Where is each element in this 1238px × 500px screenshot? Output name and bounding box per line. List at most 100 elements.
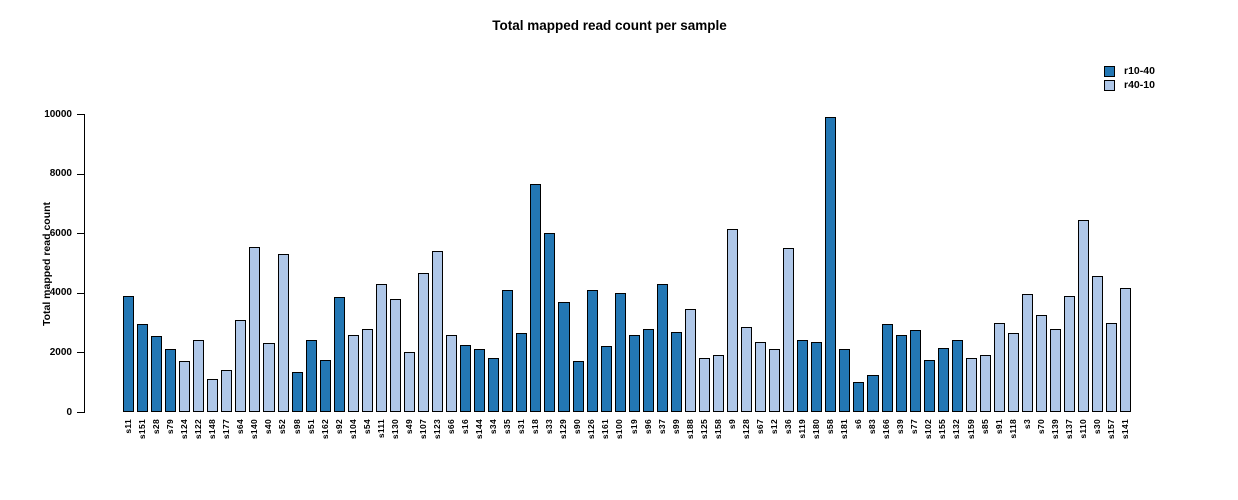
x-tick-label-s67: s67	[754, 419, 765, 435]
x-tick-label-s118: s118	[1007, 419, 1018, 439]
bar-s85	[979, 355, 991, 412]
bar-s132	[951, 340, 963, 412]
y-tick-label: 4000	[49, 287, 72, 299]
bar-s141	[1120, 288, 1132, 412]
x-tick-label-s126: s126	[586, 419, 597, 440]
x-tick-label-s129: s129	[558, 419, 569, 440]
bar-s159	[965, 358, 977, 412]
bar-s104	[347, 335, 359, 412]
bar-s96	[642, 329, 654, 412]
bar-s155	[937, 348, 949, 412]
x-tick-label-s34: s34	[488, 419, 499, 435]
x-tick-label-s36: s36	[782, 419, 793, 435]
x-tick-label-s141: s141	[1119, 419, 1130, 440]
bar-s12	[769, 349, 781, 412]
x-tick-label-s181: s181	[839, 419, 850, 440]
bar-s66	[446, 335, 458, 412]
x-tick-label-s79: s79	[165, 419, 176, 435]
bar-s92	[333, 297, 345, 412]
x-tick-label-s102: s102	[923, 419, 934, 440]
x-tick-label-s162: s162	[319, 419, 330, 440]
y-tick-mark	[77, 114, 84, 115]
x-tick-label-s9: s9	[726, 419, 737, 430]
x-tick-label-s19: s19	[628, 419, 639, 435]
bar-s18	[530, 184, 542, 412]
x-tick-label-s130: s130	[389, 419, 400, 440]
bar-s19	[628, 335, 640, 412]
x-tick-label-s125: s125	[698, 419, 709, 440]
bar-s158	[712, 355, 725, 412]
bar-s51	[305, 340, 317, 412]
bar-s36	[783, 248, 795, 412]
bar-s100	[614, 293, 626, 412]
x-tick-label-s180: s180	[811, 419, 822, 440]
x-tick-label-s92: s92	[333, 419, 344, 435]
x-tick-label-s64: s64	[235, 419, 246, 435]
bar-s6	[853, 382, 865, 412]
x-tick-label-s11: s11	[123, 419, 134, 434]
x-tick-label-s52: s52	[277, 419, 288, 435]
bar-s157	[1106, 323, 1118, 412]
x-tick-label-s140: s140	[249, 419, 260, 440]
x-tick-label-s28: s28	[151, 419, 162, 435]
y-tick-mark	[77, 352, 84, 354]
x-tick-label-s123: s123	[431, 419, 442, 440]
bar-s91	[993, 323, 1005, 412]
x-tick-label-s58: s58	[825, 419, 836, 435]
bar-s123	[432, 251, 444, 412]
y-tick-label: 8000	[49, 168, 72, 180]
x-tick-label-s157: s157	[1105, 419, 1116, 440]
bar-s177	[221, 370, 233, 412]
bar-s107	[417, 273, 430, 412]
x-tick-label-s177: s177	[221, 419, 232, 440]
bar-s98	[291, 372, 303, 412]
x-tick-label-s144: s144	[474, 419, 485, 440]
x-tick-label-s66: s66	[445, 419, 456, 435]
x-tick-label-s70: s70	[1035, 419, 1046, 435]
y-tick-label: 0	[66, 406, 72, 418]
legend-row: r10-40	[1104, 64, 1155, 78]
bar-s181	[839, 349, 851, 412]
legend-swatch-icon	[1104, 65, 1115, 77]
bar-s90	[572, 361, 584, 412]
x-tick-label-s85: s85	[979, 419, 990, 435]
bar-s39	[895, 335, 907, 412]
bar-s35	[502, 290, 514, 412]
x-tick-label-s122: s122	[193, 419, 204, 440]
bar-s130	[389, 299, 401, 412]
bar-s144	[474, 349, 486, 412]
bar-s122	[193, 340, 205, 412]
legend-row: r40-10	[1104, 78, 1155, 92]
bar-s34	[488, 358, 500, 412]
x-tick-label-s35: s35	[502, 419, 513, 435]
legend-label: r10-40	[1124, 65, 1155, 77]
x-tick-label-s111: s111	[375, 419, 386, 439]
legend: r10-40 r40-10	[1104, 64, 1155, 92]
x-tick-label-s188: s188	[684, 419, 695, 440]
x-tick-label-s161: s161	[600, 419, 611, 440]
bar-s180	[811, 342, 823, 412]
x-tick-label-s124: s124	[179, 419, 190, 440]
x-tick-label-s159: s159	[965, 419, 976, 440]
x-tick-label-s104: s104	[347, 419, 358, 440]
x-tick-label-s137: s137	[1063, 419, 1074, 440]
bar-s31	[516, 333, 528, 412]
bar-s140	[249, 247, 261, 412]
x-tick-label-s119: s119	[797, 419, 808, 439]
bar-s110	[1078, 220, 1090, 412]
x-tick-label-s83: s83	[867, 419, 878, 435]
x-tick-label-s33: s33	[544, 419, 555, 435]
y-axis-label: Total mapped read count	[41, 201, 53, 327]
x-tick-label-s110: s110	[1077, 419, 1088, 439]
bar-s126	[586, 290, 598, 412]
bar-s118	[1007, 333, 1019, 412]
bar-s151	[137, 324, 149, 412]
x-tick-label-s155: s155	[937, 419, 948, 440]
x-tick-label-s16: s16	[460, 419, 471, 435]
y-axis-line	[84, 114, 85, 413]
bar-s161	[600, 346, 612, 412]
bar-s77	[909, 330, 921, 412]
x-tick-label-s148: s148	[207, 419, 218, 440]
x-tick-label-s6: s6	[853, 419, 864, 430]
x-tick-label-s151: s151	[137, 419, 148, 440]
